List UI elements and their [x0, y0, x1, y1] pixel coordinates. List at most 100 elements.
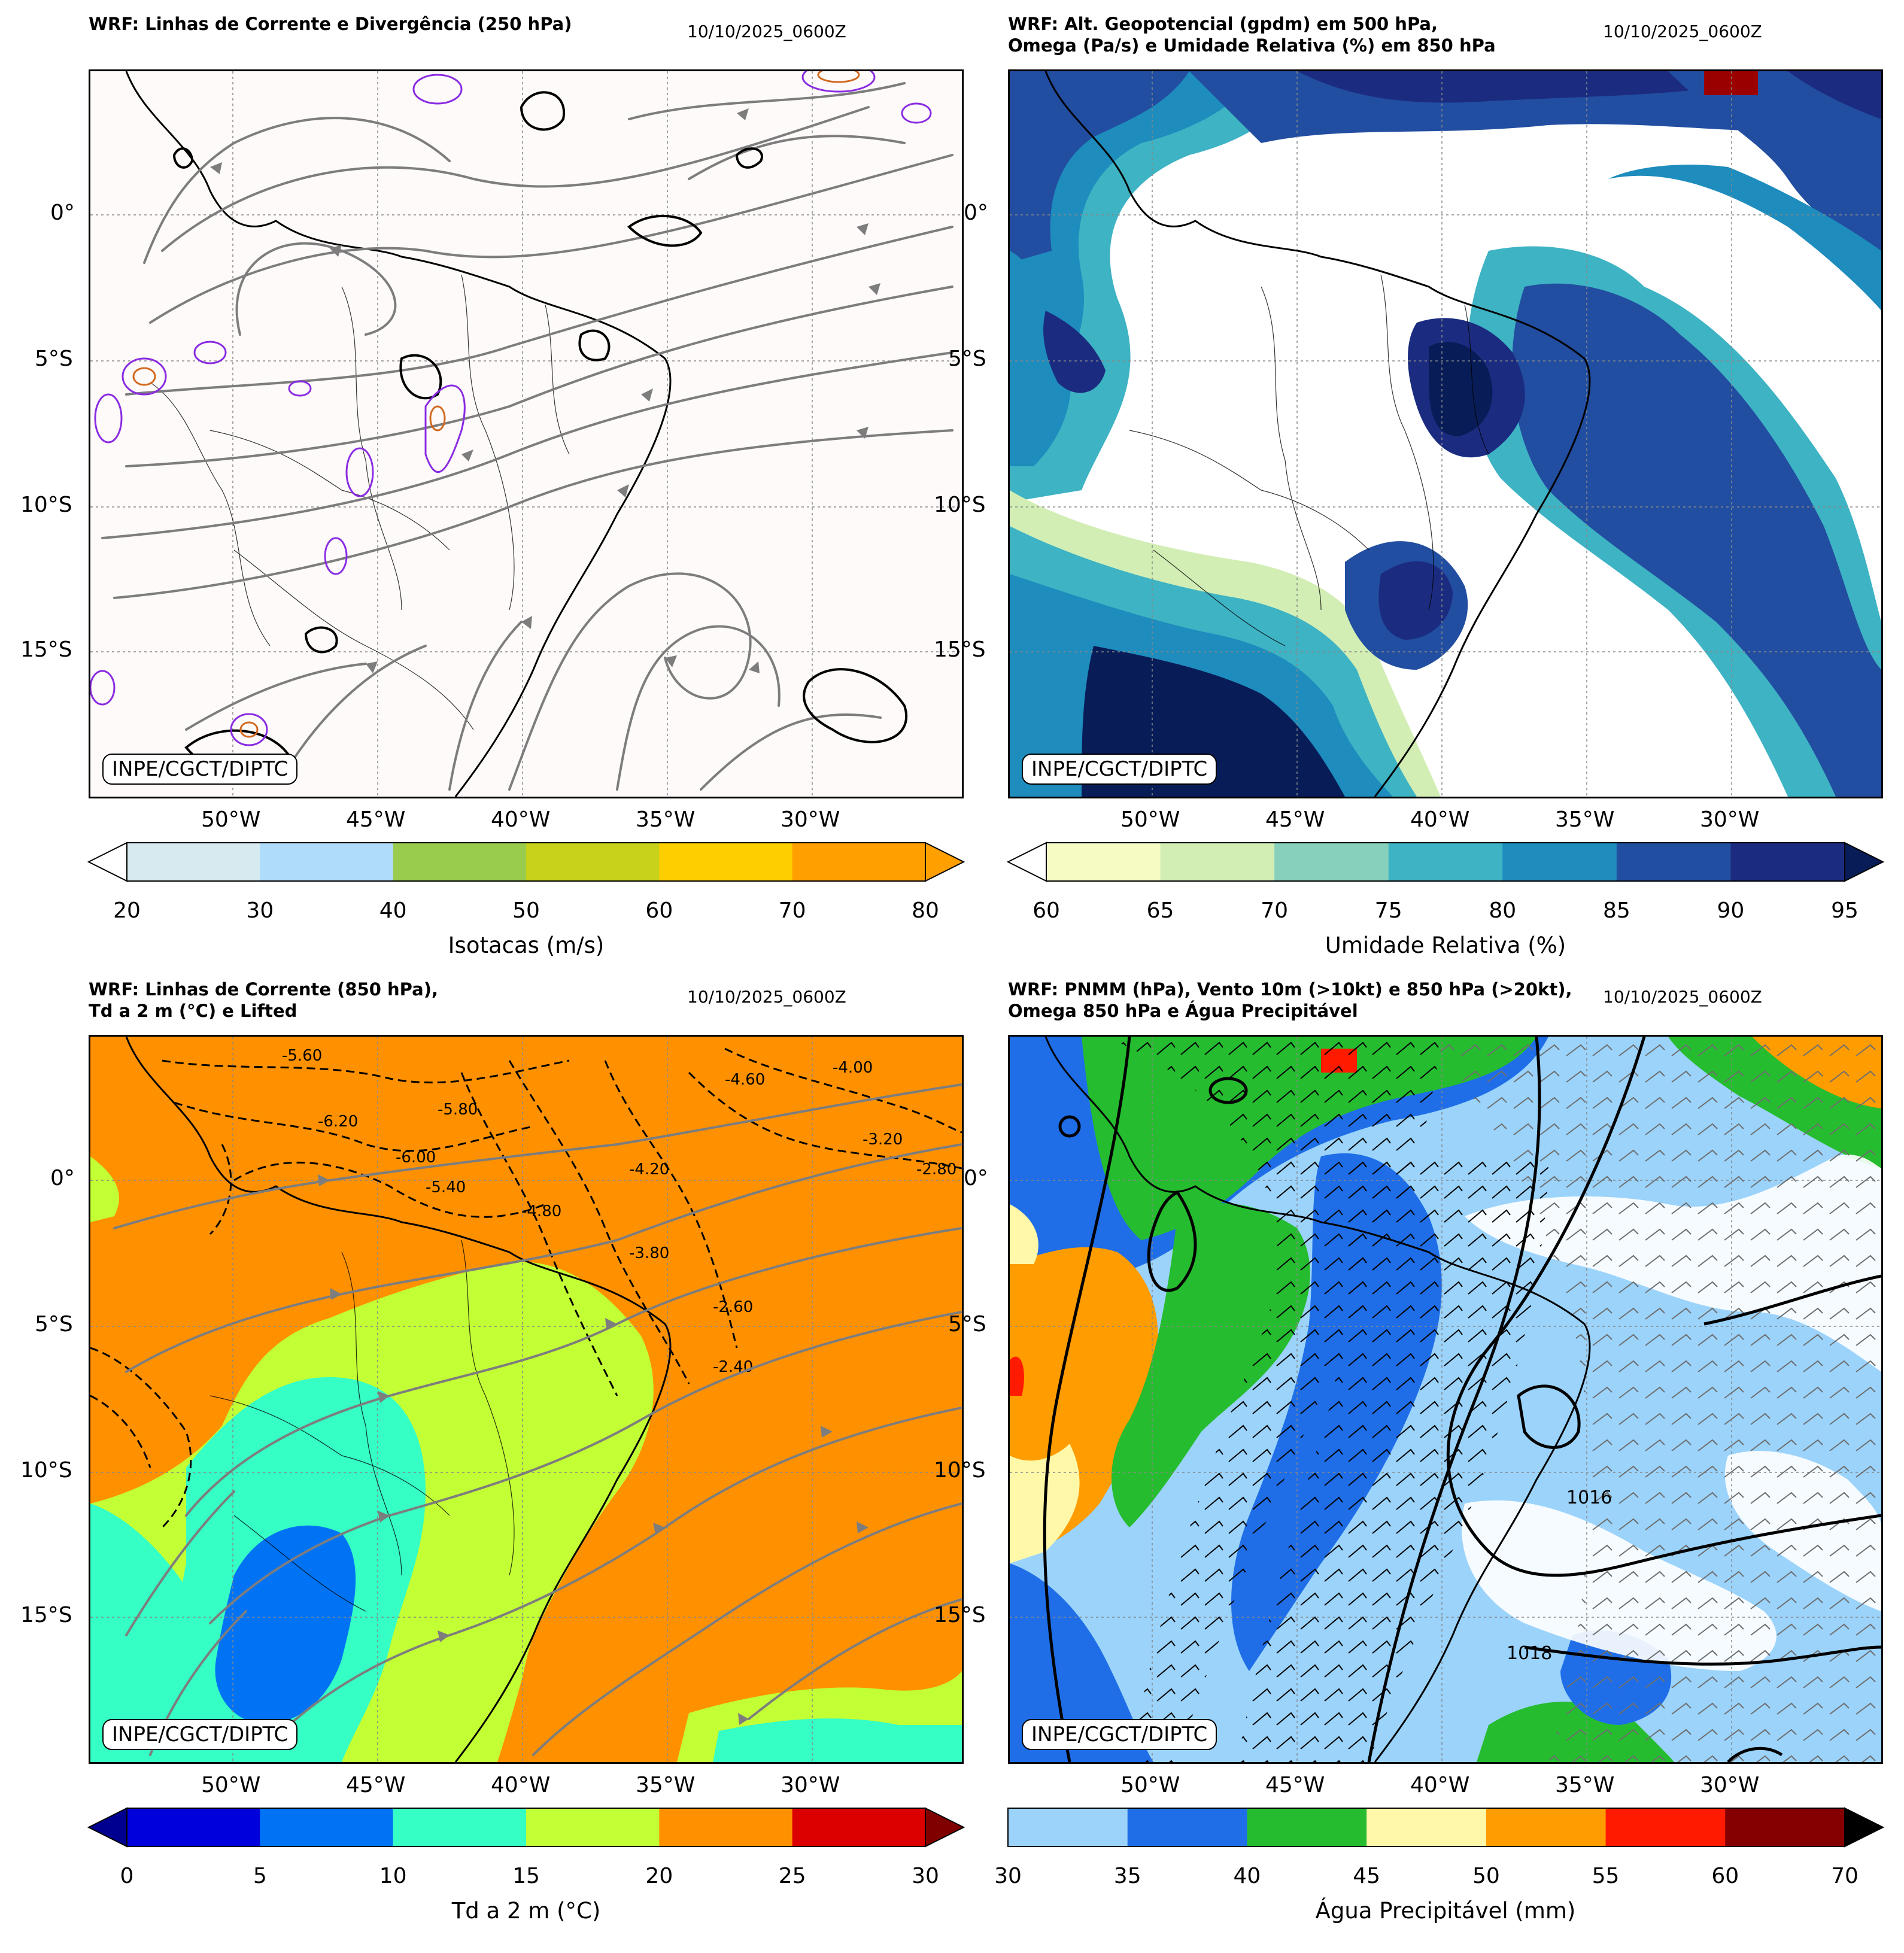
colorbar-segment [127, 843, 260, 881]
lat-label: 5°S [948, 347, 986, 371]
lifted-label: -2.80 [916, 1161, 956, 1179]
colorbar-graphic [1006, 842, 1885, 882]
credit-label: INPE/CGCT/DIPTC [102, 1719, 298, 1750]
colorbar-segment [792, 843, 926, 881]
lon-label: 40°W [1410, 1773, 1470, 1797]
colorbar-tick-label: 35 [1113, 1864, 1141, 1888]
colorbar-tick-label: 90 [1717, 898, 1745, 923]
colorbar-segment [1616, 843, 1731, 881]
colorbar-segment [393, 1808, 527, 1846]
map-area: INPE/CGCT/DIPTC [1008, 69, 1883, 798]
panel-pressure-precipitable-water: WRF: PNMM (hPa), Vento 10m (>10kt) e 850… [916, 965, 1885, 1935]
colorbar-tick-label: 70 [1261, 898, 1289, 923]
panel-dewpoint-850hpa: WRF: Linhas de Corrente (850 hPa), Td a … [0, 965, 965, 1935]
lat-label: 0° [964, 1166, 988, 1190]
colorbar-graphic [1007, 1807, 1885, 1848]
colorbar-segment [1274, 843, 1389, 881]
colorbar-segment [659, 1808, 793, 1846]
colorbar-tick-label: 65 [1146, 898, 1174, 923]
lon-label: 35°W [636, 1773, 696, 1797]
colorbar-outline [1007, 1808, 1845, 1847]
colorbar-tick-label: 55 [1592, 1864, 1620, 1888]
colorbar-tick-label: 30 [994, 1864, 1022, 1888]
lifted-label: -2.60 [713, 1298, 753, 1316]
colorbar-segment [1388, 843, 1503, 881]
lon-label: 30°W [781, 807, 840, 832]
panel-title: WRF: PNMM (hPa), Vento 10m (>10kt) e 850… [1008, 979, 1572, 1021]
colorbar-ticks: 60 65 70 75 80 85 90 95 [1008, 898, 1883, 924]
panel-date: 10/10/2025_0600Z [1603, 22, 1762, 41]
map-area: 1016 1018 INPE/CGCT/DIPTC [1008, 1035, 1883, 1764]
colorbar-segment [1730, 843, 1845, 881]
lifted-label: -6.20 [318, 1113, 358, 1131]
colorbar-segment [260, 1808, 394, 1846]
lifted-label: -2.40 [713, 1358, 753, 1376]
colorbar-ticks: 0 5 10 15 20 25 30 [89, 1863, 964, 1890]
colorbar-label: Água Precipitável (mm) [1315, 1898, 1576, 1924]
colorbar-tick-label: 20 [645, 1864, 673, 1888]
colorbar-extend-low [87, 1807, 127, 1848]
colorbar-segment [526, 1808, 660, 1846]
lon-label: 50°W [201, 1773, 261, 1797]
colorbar-segment [792, 1808, 926, 1846]
colorbar [1006, 842, 1885, 882]
lon-label: 50°W [1120, 807, 1180, 832]
lifted-label: -3.20 [863, 1131, 903, 1149]
lifted-label: -6.00 [396, 1149, 436, 1167]
colorbar-segment [1008, 1808, 1128, 1846]
colorbar-tick-label: 30 [912, 1864, 939, 1888]
map-area: -5.60 -5.80 -6.20 -6.00 -5.40 -4.80 -4.2… [89, 1035, 964, 1764]
credit-label: INPE/CGCT/DIPTC [1022, 754, 1217, 785]
credit-label: INPE/CGCT/DIPTC [102, 754, 298, 785]
lon-label: 30°W [781, 1773, 840, 1797]
colorbar-segment [1725, 1808, 1845, 1846]
colorbar-tick-label: 5 [253, 1864, 267, 1888]
lon-label: 35°W [1555, 807, 1615, 832]
colorbar-segment [1160, 843, 1275, 881]
lat-label: 10°S [934, 1458, 986, 1483]
lon-label: 35°W [1555, 1773, 1615, 1797]
colorbar-segment [1366, 1808, 1487, 1846]
lifted-label: -5.60 [282, 1047, 322, 1065]
lat-label: 15°S [20, 1603, 72, 1627]
colorbar-tick-label: 30 [246, 898, 274, 923]
panel-streamlines-250hpa: WRF: Linhas de Corrente e Divergência (2… [0, 0, 965, 970]
lon-label: 50°W [201, 807, 261, 832]
colorbar-label: Isotacas (m/s) [448, 933, 605, 958]
colorbar-ticks: 30 35 40 45 50 55 60 70 [994, 1863, 1883, 1890]
colorbar-segment [260, 843, 394, 881]
colorbar-tick-label: 85 [1602, 898, 1630, 923]
panel-title: WRF: Alt. Geopotencial (gpdm) em 500 hPa… [1008, 14, 1496, 56]
colorbar-tick-label: 60 [1711, 1864, 1739, 1888]
colorbar-tick-label: 60 [1033, 898, 1060, 923]
colorbar-graphic [87, 1807, 965, 1848]
lon-label: 40°W [491, 1773, 551, 1797]
lifted-label: -5.80 [438, 1101, 478, 1119]
colorbar-segment [1046, 843, 1161, 881]
lat-label: 10°S [20, 493, 72, 517]
lat-label: 0° [50, 1166, 75, 1190]
lifted-label: -4.20 [629, 1161, 669, 1179]
colorbar-extend-low [1006, 842, 1047, 882]
lon-label: 45°W [1265, 807, 1325, 832]
colorbar-segment [1127, 1808, 1247, 1846]
lon-label: 45°W [346, 807, 406, 832]
lat-label: 15°S [934, 637, 986, 662]
colorbar-outline [126, 1808, 926, 1847]
lon-label: 35°W [636, 807, 696, 832]
map-graphic [90, 71, 962, 797]
panel-title: WRF: Linhas de Corrente (850 hPa), Td a … [89, 979, 438, 1021]
lon-label: 45°W [346, 1773, 406, 1797]
lifted-label: -4.00 [833, 1059, 873, 1077]
lon-label: 50°W [1120, 1773, 1180, 1797]
lat-label: 15°S [20, 637, 72, 662]
lon-label: 30°W [1700, 1773, 1760, 1797]
colorbar-segment [393, 843, 527, 881]
isobar-label: 1018 [1507, 1643, 1552, 1664]
colorbar-label: Umidade Relativa (%) [1325, 933, 1566, 958]
lon-label: 40°W [1410, 807, 1470, 832]
colorbar-label: Td a 2 m (°C) [451, 1898, 601, 1924]
colorbar-tick-label: 60 [645, 898, 673, 923]
colorbar-tick-label: 50 [512, 898, 540, 923]
colorbar-outline [1046, 842, 1845, 882]
